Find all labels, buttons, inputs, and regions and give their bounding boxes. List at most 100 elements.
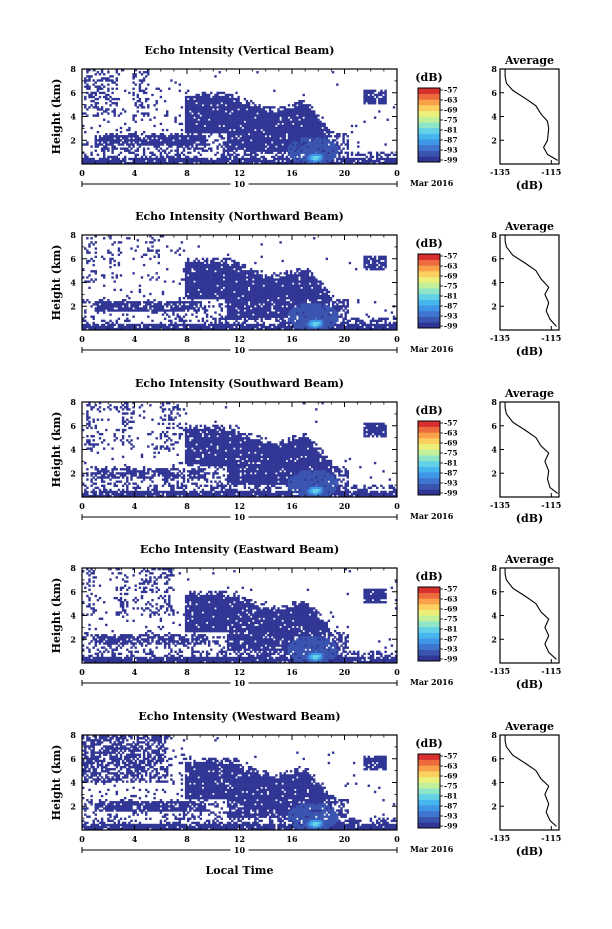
heatmap-cell xyxy=(256,139,259,142)
heatmap-cell xyxy=(235,133,238,136)
heatmap-cell xyxy=(96,143,100,146)
heatmap-cell xyxy=(254,276,257,279)
heatmap-cell xyxy=(184,288,188,292)
heatmap-cell xyxy=(258,110,261,113)
heatmap-cell xyxy=(208,95,211,99)
heatmap-cell xyxy=(294,323,297,327)
heatmap-cell xyxy=(235,284,238,287)
heatmap-cell xyxy=(323,122,326,126)
heatmap-cell xyxy=(222,317,226,320)
heatmap-cell xyxy=(239,128,242,132)
heatmap-cell xyxy=(321,122,324,126)
heatmap-cell xyxy=(220,126,223,130)
heatmap-cell xyxy=(161,128,165,132)
heatmap-cell xyxy=(147,73,150,76)
heatmap-cell xyxy=(92,321,95,325)
heatmap-cell xyxy=(201,141,205,144)
colorbar-tick-label: -87 xyxy=(444,136,458,145)
heatmap-cell xyxy=(201,124,205,128)
heatmap-cell xyxy=(367,323,370,327)
heatmap-cell xyxy=(193,135,196,138)
heatmap-cell xyxy=(226,114,230,117)
heatmap-cell xyxy=(323,317,326,320)
heatmap-cell xyxy=(208,159,211,163)
heatmap-cell xyxy=(142,153,146,157)
heatmap-cell xyxy=(212,317,215,320)
heatmap-cell xyxy=(250,145,253,148)
heatmap-cell xyxy=(103,301,106,304)
heatmap-cell xyxy=(325,128,328,132)
heatmap-cell xyxy=(277,135,280,138)
heatmap-cell xyxy=(195,116,198,119)
heatmap-cell xyxy=(317,301,320,304)
heatmap-cell xyxy=(96,301,100,304)
heatmap-cell xyxy=(203,141,207,144)
heatmap-cell xyxy=(226,135,230,138)
heatmap-cell xyxy=(239,276,242,279)
heatmap-cell xyxy=(250,161,253,165)
heatmap-cell xyxy=(302,309,305,312)
heatmap-cell xyxy=(214,325,217,329)
heatmap-cell xyxy=(233,145,236,148)
heatmap-cell xyxy=(247,128,251,132)
heatmap-cell xyxy=(205,161,209,165)
heatmap-cell xyxy=(86,75,89,78)
heatmap-cell xyxy=(105,147,108,150)
heatmap-cell xyxy=(268,141,272,144)
heatmap-cell xyxy=(224,112,228,115)
heatmap-cell xyxy=(94,149,97,152)
heatmap-cell xyxy=(149,159,152,163)
heatmap-cell xyxy=(170,139,173,142)
heatmap-cell xyxy=(233,327,236,331)
heatmap-cell xyxy=(287,280,291,283)
heatmap-cell xyxy=(222,284,226,287)
heatmap-cell xyxy=(310,145,314,148)
heatmap-cell xyxy=(325,153,328,157)
heatmap-cell xyxy=(212,97,215,101)
heatmap-cell xyxy=(90,315,93,318)
heatmap-cell xyxy=(166,110,169,113)
heatmap-cell xyxy=(134,137,137,140)
heatmap-cell xyxy=(308,296,312,300)
heatmap-cell xyxy=(224,122,228,126)
heatmap-cell xyxy=(92,159,95,163)
heatmap-cell xyxy=(277,114,280,117)
heatmap-cell xyxy=(296,323,299,327)
heatmap-cell xyxy=(304,321,307,325)
heatmap-cell xyxy=(201,282,205,285)
heatmap-cell xyxy=(363,323,366,327)
heatmap-cell xyxy=(287,114,291,117)
heatmap-cell xyxy=(271,280,274,283)
heatmap-cell xyxy=(193,102,196,105)
heatmap-cell xyxy=(241,278,244,281)
heatmap-cell xyxy=(245,288,249,292)
heatmap-cell xyxy=(205,159,209,163)
heatmap-cell xyxy=(189,130,192,134)
heatmap-cell xyxy=(239,299,242,302)
heatmap-cell xyxy=(92,161,95,165)
heatmap-cell xyxy=(346,155,349,159)
heatmap-cell xyxy=(352,317,356,320)
heatmap-cell xyxy=(130,137,133,140)
heatmap-cell xyxy=(128,145,131,148)
heatmap-cell xyxy=(340,143,343,146)
heatmap-cell xyxy=(319,159,322,163)
heatmap-cell xyxy=(252,151,255,154)
heatmap-cell xyxy=(197,116,200,119)
heatmap-cell xyxy=(289,141,293,144)
heatmap-cell xyxy=(296,301,299,304)
heatmap-cell xyxy=(281,106,284,109)
heatmap-cell xyxy=(367,157,370,161)
heatmap-cell xyxy=(247,122,251,126)
heatmap-cell xyxy=(157,143,160,146)
heatmap-cell xyxy=(378,99,381,103)
heatmap-cell xyxy=(245,161,249,165)
heatmap-cell xyxy=(105,321,108,325)
heatmap-cell xyxy=(184,141,188,144)
heatmap-cell xyxy=(216,126,219,130)
heatmap-cell xyxy=(205,290,209,294)
heatmap-cell xyxy=(298,153,301,157)
heatmap-cell xyxy=(222,151,226,154)
heatmap-cell xyxy=(260,290,263,294)
heatmap-cell xyxy=(151,327,154,331)
